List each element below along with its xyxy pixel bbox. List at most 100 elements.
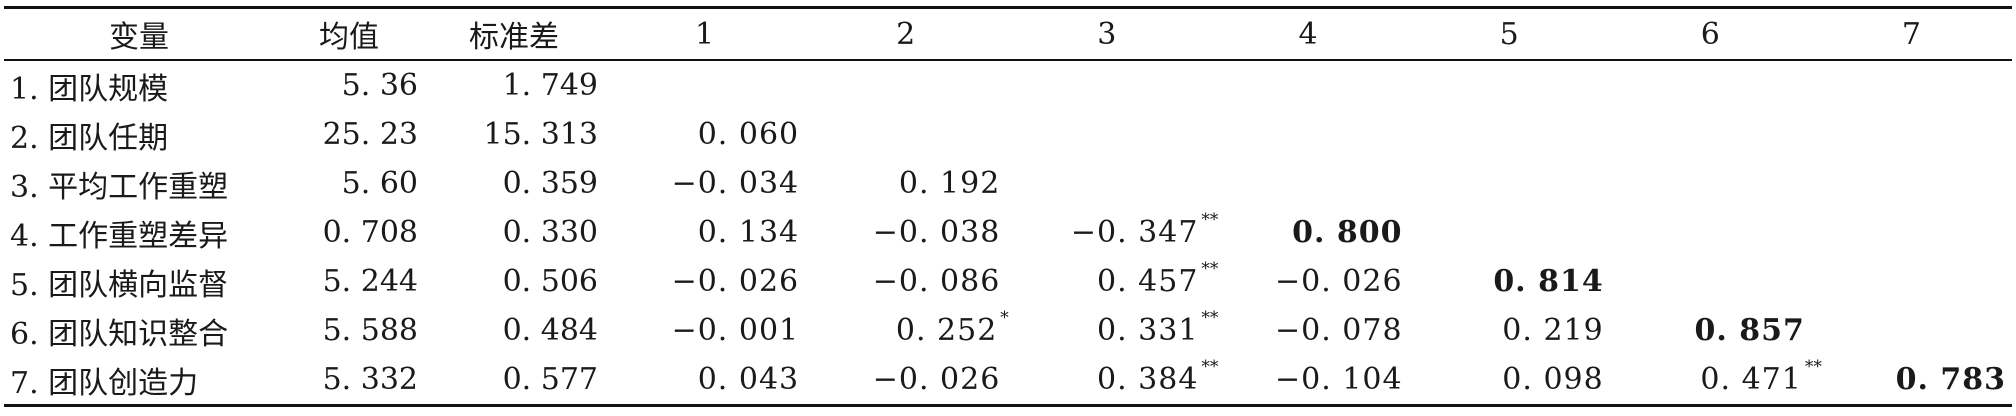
variable-label: 7. 团队创造力 (4, 355, 274, 407)
table-row: 5. 团队横向监督 5. 244 0. 506 −0. 026 −0. 086 0. 45… (4, 257, 2012, 306)
correlation-cell: 0. 252 * (895, 308, 1009, 348)
header-sd: 标准差 (424, 6, 604, 61)
correlation-value: 0. 043 (697, 362, 800, 397)
header-mean: 均值 (274, 6, 424, 61)
correlation-cell: 0. 331 ** (1097, 308, 1219, 348)
correlation-value: 0. 192 (898, 166, 1001, 201)
header-col-4: 4 (1207, 6, 1409, 61)
correlation-table: 变量 均值 标准差 1 2 3 4 5 6 7 1. 团队规模 5. 36 1. 7… (4, 6, 2012, 407)
variable-label: 4. 工作重塑差异 (10, 218, 229, 254)
empty-cell (1811, 208, 2012, 257)
correlation-cell: 0. 219 (1409, 306, 1610, 355)
variable-label: 5. 团队横向监督 (10, 267, 229, 303)
empty-cell (1610, 208, 1811, 257)
correlation-value: 0. 060 (697, 117, 800, 152)
empty-cell (1006, 110, 1207, 159)
correlation-value: 0. 134 (697, 215, 800, 250)
correlation-cell: 0. 471 ** (1609, 355, 1822, 407)
empty-cell (1409, 110, 1610, 159)
variable-label: 1. 团队规模 (10, 71, 169, 107)
correlation-value: −0. 001 (671, 313, 800, 348)
table-row: 4. 工作重塑差异 0. 708 0. 330 0. 134 −0. 038 −0. 34… (4, 208, 2012, 257)
correlation-value: −0. 347 (1070, 215, 1199, 250)
correlation-value: −0. 078 (1275, 313, 1403, 348)
reliability-value: 0. 783 (1895, 362, 2006, 397)
header-col-2: 2 (805, 6, 1007, 61)
header-col-7: 7 (1810, 6, 2012, 61)
correlation-value: 0. 219 (1502, 313, 1604, 348)
correlation-value: 0. 252 (895, 313, 998, 348)
reliability-value: 0. 857 (1694, 313, 1805, 348)
correlation-cell: 0. 060 (604, 110, 805, 159)
correlation-value: −0. 086 (872, 264, 1001, 299)
mean-value: 5. 36 (341, 68, 418, 103)
correlation-cell: 0. 098 (1408, 355, 1610, 407)
header-col-6: 6 (1609, 6, 1811, 61)
correlation-cell: −0. 026 (805, 355, 1007, 407)
table-row: 3. 平均工作重塑 5. 60 0. 359 −0. 034 0. 192 (4, 159, 2012, 208)
empty-cell (1811, 110, 2012, 159)
empty-cell (1409, 60, 1610, 110)
empty-cell (1409, 159, 1610, 208)
empty-cell (1006, 60, 1207, 110)
empty-cell (1207, 159, 1408, 208)
correlation-value: 0. 471 (1700, 362, 1802, 397)
correlation-value: −0. 104 (1275, 362, 1403, 397)
correlation-cell: 0. 457 ** (1097, 259, 1219, 299)
header-col-1: 1 (604, 6, 806, 61)
correlation-cell: 0. 134 (604, 208, 805, 257)
table-header: 变量 均值 标准差 1 2 3 4 5 6 7 (4, 6, 2012, 61)
sd-value: 0. 506 (502, 264, 598, 299)
table-row: 6. 团队知识整合 5. 588 0. 484 −0. 001 0. 252 * 0. 33… (4, 306, 2012, 355)
mean-value: 5. 588 (322, 313, 418, 348)
correlation-value: −0. 026 (1275, 264, 1403, 299)
mean-value: 5. 244 (322, 264, 418, 299)
table-row: 7. 团队创造力 5. 332 0. 577 0. 043 −0. 026 0. 384 *… (4, 355, 2012, 407)
correlation-cell: 0. 384 ** (1006, 355, 1218, 407)
variable-label: 6. 团队知识整合 (10, 316, 229, 352)
correlation-value: 0. 331 (1097, 313, 1199, 348)
empty-cell (1006, 159, 1207, 208)
correlation-cell: −0. 038 (805, 208, 1006, 257)
variable-label: 2. 团队任期 (10, 120, 169, 156)
correlation-cell: −0. 034 (604, 159, 805, 208)
correlation-cell: −0. 026 (604, 257, 805, 306)
header-row: 变量 均值 标准差 1 2 3 4 5 6 7 (4, 6, 2012, 61)
empty-cell (604, 60, 805, 110)
correlation-cell: 0. 783 (1810, 355, 2012, 407)
mean-value: 5. 332 (274, 355, 424, 407)
correlation-cell: 0. 800 (1207, 208, 1408, 257)
variable-label: 3. 平均工作重塑 (10, 169, 229, 205)
reliability-value: 0. 814 (1493, 264, 1604, 299)
empty-cell (1610, 159, 1811, 208)
empty-cell (1811, 257, 2012, 306)
correlation-cell: −0. 086 (805, 257, 1006, 306)
sd-value: 0. 484 (502, 313, 598, 348)
empty-cell (1610, 257, 1811, 306)
correlation-cell: −0. 026 (1207, 257, 1408, 306)
correlation-cell: 0. 857 (1610, 306, 1811, 355)
sd-value: 0. 577 (424, 355, 604, 407)
correlation-value: −0. 034 (671, 166, 800, 201)
correlation-cell: −0. 104 (1207, 355, 1409, 407)
empty-cell (1811, 306, 2012, 355)
mean-value: 5. 60 (341, 166, 418, 201)
header-col-5: 5 (1408, 6, 1610, 61)
empty-cell (1811, 159, 2012, 208)
sd-value: 0. 359 (502, 166, 598, 201)
mean-value: 25. 23 (322, 117, 418, 152)
empty-cell (805, 60, 1006, 110)
correlation-cell: −0. 347 ** (1070, 210, 1219, 250)
correlation-value: −0. 026 (872, 362, 1001, 397)
sd-value: 1. 749 (502, 68, 598, 103)
correlation-cell: −0. 078 (1207, 306, 1408, 355)
correlation-cell: 0. 192 (805, 159, 1006, 208)
correlation-value: 0. 457 (1097, 264, 1199, 299)
sd-value: 15. 313 (483, 117, 598, 152)
correlation-value: 0. 384 (1097, 362, 1199, 397)
sd-value: 0. 330 (502, 215, 598, 250)
correlation-cell: 0. 043 (604, 355, 806, 407)
correlation-cell: −0. 001 (604, 306, 805, 355)
correlation-table-frame: 变量 均值 标准差 1 2 3 4 5 6 7 1. 团队规模 5. 36 1. 7… (4, 6, 2012, 410)
correlation-value: 0. 098 (1502, 362, 1604, 397)
